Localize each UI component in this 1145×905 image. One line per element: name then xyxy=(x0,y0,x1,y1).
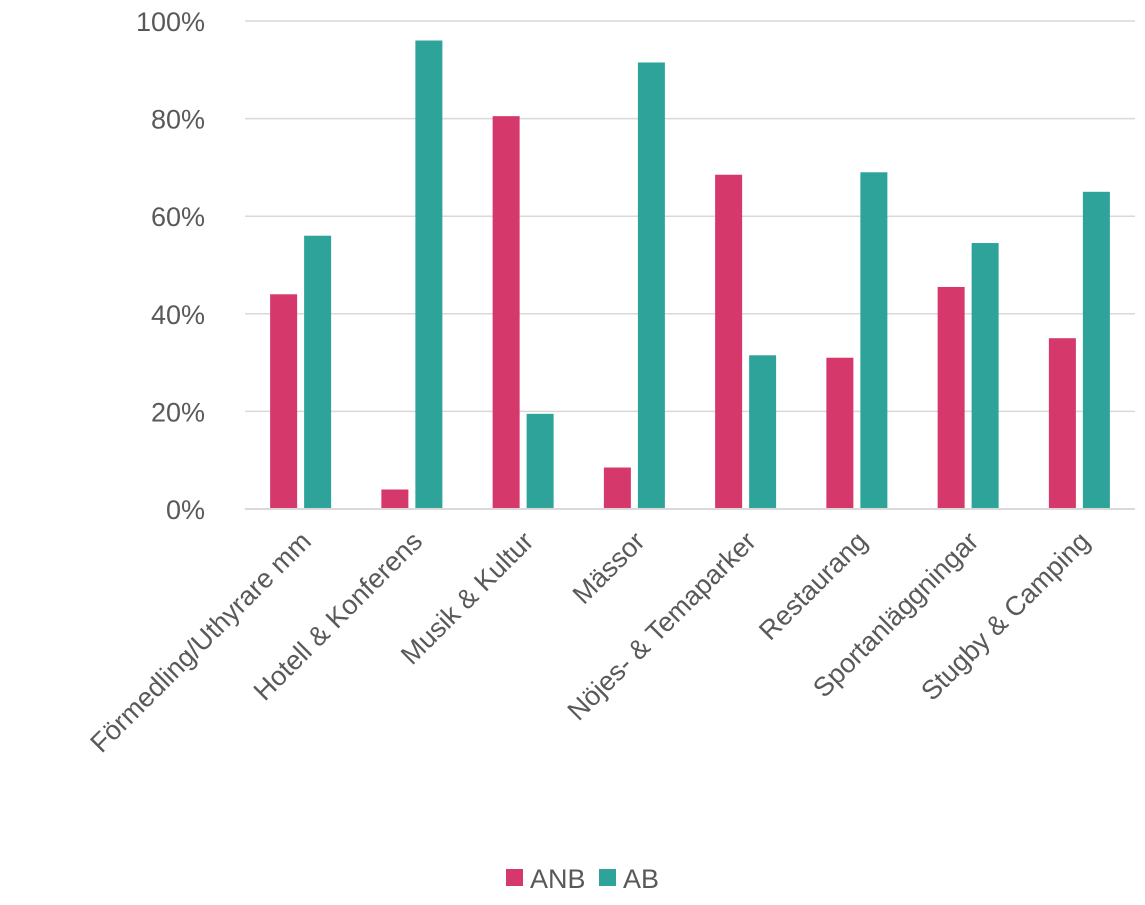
y-tick-label: 0% xyxy=(166,495,205,525)
bar-ab-4 xyxy=(637,62,665,509)
bar-ab-6 xyxy=(860,172,888,509)
x-category-label: Förmedling/Uthyrare mm xyxy=(85,526,317,758)
y-tick-label: 80% xyxy=(151,105,205,135)
bar-anb-6 xyxy=(826,357,854,509)
bar-anb-1 xyxy=(270,294,298,509)
y-tick-label: 20% xyxy=(151,397,205,427)
x-category-label: Restaurang xyxy=(753,526,873,646)
bar-anb-2 xyxy=(381,489,409,509)
legend-label-ab: AB xyxy=(623,864,659,894)
bar-ab-2 xyxy=(415,40,443,510)
legend: ANB AB xyxy=(506,864,659,894)
bar-anb-7 xyxy=(937,286,965,509)
bar-ab-7 xyxy=(971,243,999,510)
gridlines xyxy=(245,20,1135,413)
bar-ab-1 xyxy=(304,235,332,509)
x-category-label: Mässor xyxy=(567,526,651,610)
y-tick-label: 100% xyxy=(136,7,205,37)
y-axis-ticks: 0% 20% 40% 60% 80% 100% xyxy=(136,7,205,525)
y-tick-label: 60% xyxy=(151,202,205,232)
bar-ab-8 xyxy=(1082,191,1110,510)
y-tick-label: 40% xyxy=(151,300,205,330)
bar-ab-3 xyxy=(526,413,554,509)
bar-anb-3 xyxy=(492,116,520,509)
bars xyxy=(270,40,1110,510)
bar-anb-4 xyxy=(603,467,631,509)
bar-anb-8 xyxy=(1048,338,1076,509)
bar-anb-5 xyxy=(715,174,743,509)
bar-ab-5 xyxy=(749,355,777,509)
legend-swatch-anb xyxy=(506,869,523,886)
legend-swatch-ab xyxy=(599,869,616,886)
legend-label-anb: ANB xyxy=(530,864,586,894)
x-category-label: Nöjes- & Temaparker xyxy=(562,526,762,726)
